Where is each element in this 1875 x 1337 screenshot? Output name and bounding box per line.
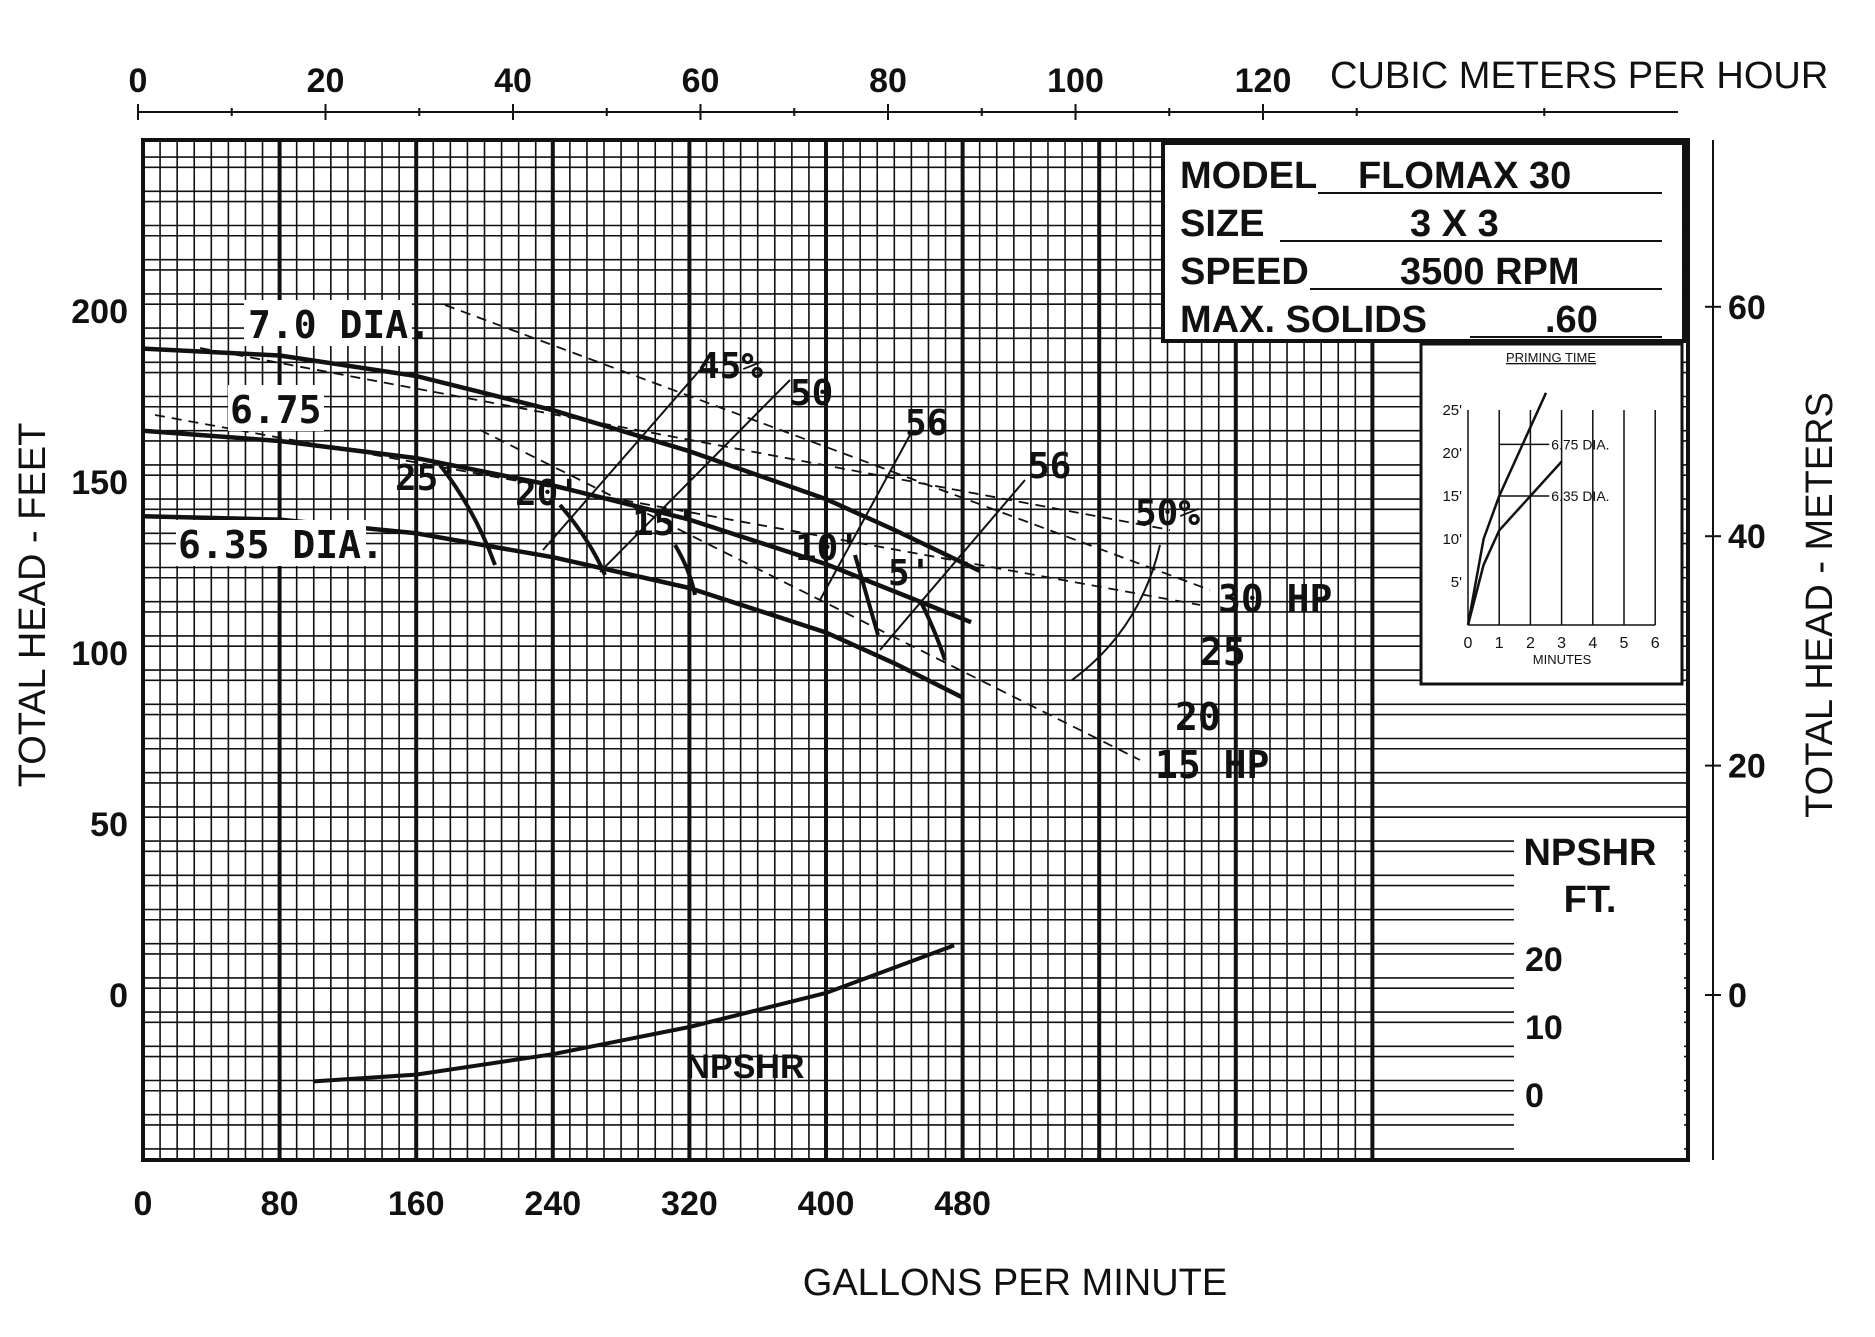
curve-labels: 7.0 DIA. 6.75 6.35 DIA. [176,300,431,567]
eff-label-56b: 56 [1028,446,1071,487]
series-label-7.0: 7.0 DIA. [248,303,431,347]
hp-label-20: 20 [1175,695,1221,739]
series-line-1 [142,428,972,625]
npsh-label-20: 20' [515,473,580,514]
priming-series-0 [1466,392,1548,626]
eff-label-56a: 56 [905,403,948,444]
y-ticks: 0 50 100 150 200 [71,293,128,1015]
priming-x-tick: 6 [1651,635,1660,652]
priming-title: PRIMING TIME [1506,350,1596,365]
x-tick-label: 80 [261,1185,299,1223]
y-tick-label: 0 [109,977,128,1015]
top-axis: 0 20 40 60 80 100 120 CUBIC METERS PER HOUR [129,55,1828,120]
efficiency-lines [542,369,1161,681]
npsh-mark-labels: 25' 20' 15' 10' 5' [395,458,931,594]
top-axis-label: CUBIC METERS PER HOUR [1330,55,1828,97]
right-tick-label: 20 [1728,748,1766,786]
info-box: MODEL FLOMAX 30 SIZE 3 X 3 SPEED 3500 RP… [1161,141,1686,343]
priming-xlabel: MINUTES [1533,652,1592,667]
priming-x-tick: 1 [1495,635,1504,652]
npshr-scale-title: NPSHR [1523,832,1656,874]
priming-y-tick: 10' [1442,531,1462,548]
priming-series-1 [1466,460,1563,626]
top-tick-label: 0 [129,62,148,100]
npsh-label-5: 5' [888,553,931,594]
x-tick-label: 480 [934,1185,991,1223]
hp-label-30: 30 HP [1218,577,1332,621]
top-tick-label: 80 [869,62,907,100]
x-ticks: 0 80 160 240 320 400 480 [134,1185,991,1223]
hp-label-25: 25 [1200,630,1246,674]
priming-x-tick: 0 [1464,635,1473,652]
model-value: FLOMAX 30 [1358,155,1571,197]
speed-value: 3500 RPM [1400,251,1580,293]
priming-y-tick: 15' [1442,488,1462,505]
npshr-tick-label: 0 [1525,1077,1544,1115]
top-tick-label: 120 [1235,62,1292,100]
size-label: SIZE [1180,203,1264,245]
model-label: MODEL [1180,155,1317,197]
npshr-curve-label: NPSHR [685,1048,804,1086]
top-tick-label: 20 [307,62,345,100]
hp-label-15: 15 HP [1155,743,1269,787]
top-tick-label: 100 [1047,62,1104,100]
x-axis-label: GALLONS PER MINUTE [803,1262,1227,1304]
priming-y-tick: 5' [1451,574,1462,591]
top-tick-label: 60 [682,62,720,100]
priming-inset: PRIMING TIME 0 1 2 3 4 5 6 25' 20' 15' 10' 5' 6.75 … [1419,342,1684,686]
priming-y-tick: 20' [1442,445,1462,462]
priming-y-tick: 25' [1442,402,1462,419]
right-tick-label: 60 [1728,289,1766,327]
size-value: 3 X 3 [1410,203,1499,245]
npshr-scale-unit: FT. [1564,879,1617,921]
npshr-curve [313,943,955,1084]
right-axis: 0 20 40 60 TOTAL HEAD - METERS [1705,140,1841,1160]
priming-series-label-0: 6.75 DIA. [1551,436,1609,452]
priming-x-tick: 5 [1620,635,1629,652]
series-label-6.75: 6.75 [230,388,322,432]
x-tick-label: 0 [134,1185,153,1223]
eff-label-50pct: 50% [1135,493,1200,534]
x-tick-label: 240 [524,1185,581,1223]
eff-label-45: 45% [698,346,763,387]
series-label-6.35: 6.35 DIA. [178,523,384,567]
priming-x-tick: 2 [1526,635,1535,652]
y-tick-label: 150 [71,464,128,502]
y-axis-label: TOTAL HEAD - FEET [12,423,54,788]
right-tick-label: 0 [1728,977,1747,1015]
efficiency-labels: 45% 50 56 56 50% [698,346,1200,534]
npshr-scale: NPSHR FT. 20 10 0 [1514,825,1684,1155]
eff-label-50: 50 [790,373,833,414]
top-tick-label: 40 [494,62,532,100]
hp-labels: 30 HP 25 20 15 HP [1155,577,1332,787]
y-tick-label: 200 [71,293,128,331]
y-tick-label: 50 [90,806,128,844]
priming-x-tick: 4 [1588,635,1597,652]
solids-label: MAX. SOLIDS [1180,299,1427,341]
series-line-0 [142,346,981,573]
npshr-tick-label: 20 [1525,941,1563,979]
solids-value: .60 [1545,299,1598,341]
right-axis-label: TOTAL HEAD - METERS [1799,392,1841,818]
npsh-label-15: 15' [632,503,697,544]
right-tick-label: 40 [1728,518,1766,556]
priming-series-label-1: 6.35 DIA. [1551,488,1609,504]
x-tick-label: 160 [388,1185,445,1223]
npsh-label-25: 25' [395,458,460,499]
npshr-tick-label: 10 [1525,1009,1563,1047]
npsh-label-10: 10' [795,528,860,569]
speed-label: SPEED [1180,251,1309,293]
x-tick-label: 320 [661,1185,718,1223]
y-tick-label: 100 [71,635,128,673]
priming-x-tick: 3 [1557,635,1566,652]
x-tick-label: 400 [798,1185,855,1223]
